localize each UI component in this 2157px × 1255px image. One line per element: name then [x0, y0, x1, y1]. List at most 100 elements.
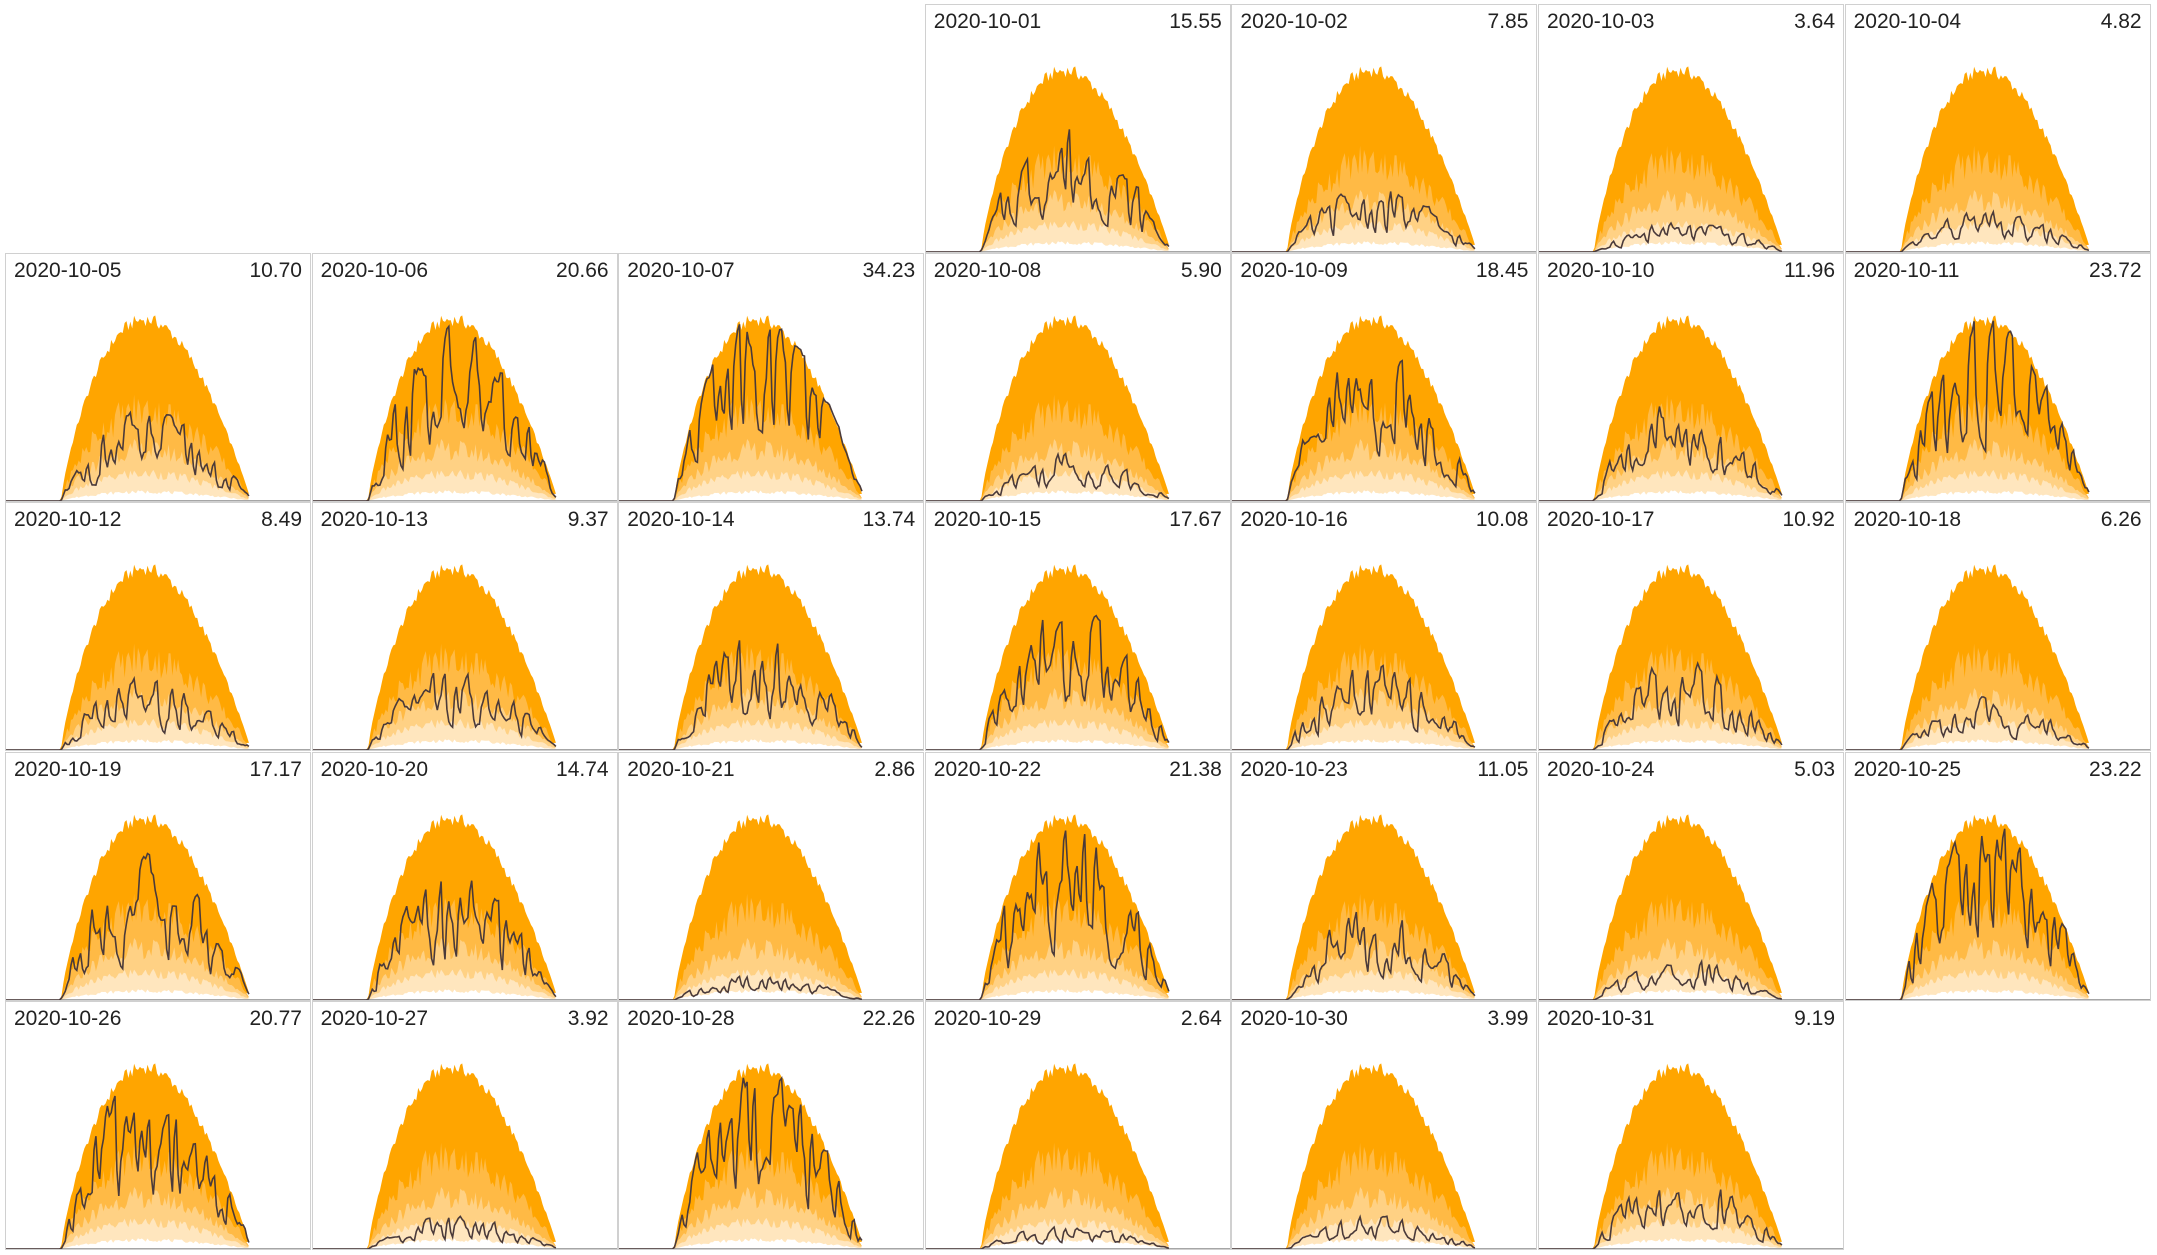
day-series-line — [6, 410, 250, 502]
day-series-line — [1845, 320, 2090, 502]
day-panel: 2020-10-24 5.03 — [1538, 751, 1844, 1001]
envelope-band-3 — [619, 470, 863, 502]
day-series-line — [1539, 958, 1783, 1000]
day-series-line — [925, 1225, 1169, 1249]
date-label: 2020-10-22 — [933, 757, 1042, 781]
date-label: 2020-10-07 — [627, 259, 735, 283]
day-series-line — [619, 1075, 863, 1249]
value-label: 20.77 — [249, 1006, 302, 1030]
day-panel: 2020-10-08 5.90 — [924, 253, 1231, 503]
day-series-line — [1232, 1214, 1476, 1249]
day-chart — [312, 564, 617, 751]
day-panel: 2020-10-04 4.82 — [1844, 4, 2151, 253]
envelope-band-3 — [6, 470, 249, 502]
date-label: 2020-10-24 — [1547, 757, 1655, 781]
day-series-line — [1539, 1189, 1783, 1249]
day-series-line — [1232, 191, 1476, 252]
day-chart — [1845, 66, 2150, 252]
day-series-line — [1845, 696, 2089, 751]
day-panel: 2020-10-15 17.67 — [924, 502, 1231, 752]
value-label: 10.70 — [249, 259, 302, 283]
day-series-line — [312, 324, 557, 502]
date-label: 2020-10-21 — [627, 757, 735, 781]
envelope-band-3 — [1539, 220, 1782, 252]
envelope-band-3 — [1232, 220, 1476, 252]
date-label: 2020-10-09 — [1240, 259, 1348, 283]
date-label: 2020-10-19 — [14, 757, 122, 781]
value-label: 22.26 — [862, 1006, 916, 1030]
envelope-band-3 — [1539, 1217, 1782, 1249]
day-series-line — [1539, 661, 1783, 751]
day-series-line — [925, 830, 1170, 1000]
envelope-band-4 — [1539, 241, 1782, 252]
day-panel: 2020-10-29 2.64 — [924, 1000, 1231, 1250]
date-label: 2020-10-01 — [933, 10, 1042, 33]
day-chart — [1539, 564, 1843, 751]
value-label: 10.92 — [1782, 508, 1835, 532]
day-chart — [312, 315, 617, 502]
day-chart — [6, 315, 310, 502]
envelope-band-4 — [312, 988, 556, 1000]
day-series-line — [1539, 221, 1783, 252]
day-series-line — [1232, 664, 1476, 751]
envelope-band-4 — [312, 739, 556, 751]
day-series-line — [6, 852, 250, 1000]
day-chart — [1539, 813, 1843, 1000]
day-chart — [1845, 315, 2150, 502]
envelope-band-3 — [1232, 719, 1476, 751]
date-label: 2020-10-18 — [1853, 508, 1962, 532]
value-label: 4.82 — [2100, 10, 2142, 33]
envelope-band-3 — [6, 968, 249, 1000]
value-label: 11.05 — [1477, 757, 1529, 781]
day-panel: 2020-10-07 34.23 — [618, 253, 925, 503]
value-label: 3.99 — [1487, 1006, 1529, 1030]
day-chart — [619, 315, 924, 502]
day-chart — [925, 813, 1230, 1000]
date-label: 2020-10-13 — [320, 508, 429, 532]
envelope-band-3 — [1232, 470, 1476, 502]
date-label: 2020-10-29 — [933, 1006, 1042, 1030]
envelope-band-3 — [619, 968, 863, 1000]
date-label: 2020-10-12 — [14, 508, 122, 532]
day-panel: 2020-10-06 20.66 — [311, 253, 618, 503]
value-label: 13.74 — [862, 508, 916, 532]
day-panel: 2020-10-11 23.72 — [1844, 253, 2151, 503]
date-label: 2020-10-23 — [1240, 757, 1348, 781]
day-series-line — [312, 1214, 556, 1249]
day-chart — [1845, 813, 2150, 1000]
day-series-line — [925, 129, 1170, 252]
day-panel: 2020-10-09 18.45 — [1231, 253, 1538, 503]
date-label: 2020-10-05 — [14, 259, 122, 283]
day-panel: 2020-10-31 9.19 — [1538, 1000, 1844, 1250]
envelope-band-3 — [1845, 719, 2089, 751]
day-panel: 2020-10-13 9.37 — [311, 502, 618, 752]
date-label: 2020-10-10 — [1547, 259, 1655, 283]
value-label: 3.92 — [567, 1006, 609, 1030]
day-series-line — [925, 614, 1170, 751]
day-panel: 2020-10-23 11.05 — [1231, 751, 1538, 1001]
envelope-band-3 — [619, 719, 863, 751]
day-panel: 2020-10-10 11.96 — [1538, 253, 1844, 503]
envelope-band-4 — [1232, 490, 1476, 502]
day-panel: 2020-10-01 15.55 — [924, 4, 1231, 253]
envelope-band-4 — [925, 739, 1169, 751]
day-panel: 2020-10-27 3.92 — [311, 1000, 618, 1250]
day-chart — [312, 813, 617, 1000]
day-panel: 2020-10-21 2.86 — [618, 751, 925, 1001]
value-label: 9.37 — [567, 508, 609, 532]
day-chart — [619, 564, 924, 751]
value-label: 23.22 — [2089, 757, 2142, 781]
envelope-band-4 — [1845, 739, 2089, 751]
day-panel: 2020-10-02 7.85 — [1231, 4, 1538, 253]
date-label: 2020-10-27 — [320, 1006, 429, 1030]
value-label: 8.49 — [261, 508, 302, 532]
envelope-band-4 — [619, 739, 863, 751]
date-label: 2020-10-16 — [1240, 508, 1348, 532]
date-label: 2020-10-20 — [320, 757, 429, 781]
envelope-band-4 — [619, 490, 863, 502]
day-series-line — [6, 676, 250, 751]
day-chart — [925, 564, 1230, 751]
day-series-line — [619, 974, 863, 1000]
envelope-band-4 — [1845, 988, 2089, 1000]
day-series-line — [6, 1095, 250, 1249]
